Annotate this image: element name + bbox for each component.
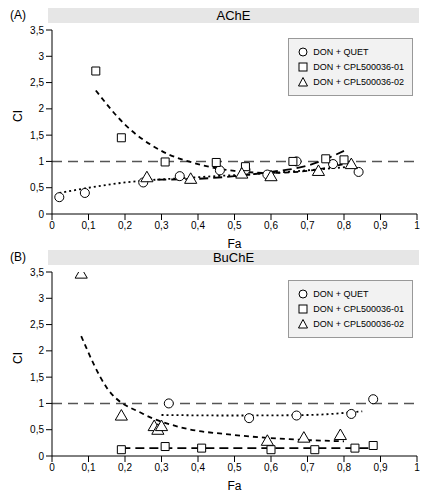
svg-text:0,5: 0,5 (228, 220, 242, 231)
svg-text:0: 0 (49, 462, 55, 473)
svg-text:3: 3 (38, 293, 44, 304)
svg-text:0: 0 (49, 220, 55, 231)
svg-text:2: 2 (38, 103, 44, 114)
html-text:DON + QUET: DON + QUET (313, 289, 369, 299)
svg-text:1: 1 (414, 462, 420, 473)
svg-text:0,5: 0,5 (30, 182, 44, 193)
svg-text:1,5: 1,5 (30, 372, 44, 383)
html-text:(A): (A) (10, 8, 26, 22)
html-text:DON + CPL500036-01: DON + CPL500036-01 (313, 304, 404, 314)
svg-text:3: 3 (38, 51, 44, 62)
svg-text:0: 0 (38, 209, 44, 220)
svg-text:2: 2 (38, 345, 44, 356)
svg-text:1: 1 (38, 156, 44, 167)
svg-text:0,2: 0,2 (118, 462, 132, 473)
html-text:DON + QUET: DON + QUET (313, 47, 369, 57)
svg-text:2,5: 2,5 (30, 77, 44, 88)
svg-text:0,8: 0,8 (337, 220, 351, 231)
svg-text:0,9: 0,9 (374, 462, 388, 473)
svg-text:1: 1 (38, 398, 44, 409)
svg-text:0,5: 0,5 (30, 424, 44, 435)
svg-text:0,4: 0,4 (191, 220, 205, 231)
svg-text:0,2: 0,2 (118, 220, 132, 231)
html-text:DON + CPL500036-02: DON + CPL500036-02 (313, 319, 404, 329)
svg-text:0,6: 0,6 (264, 462, 278, 473)
html-text:(B): (B) (10, 250, 26, 264)
svg-text:0,9: 0,9 (374, 220, 388, 231)
svg-text:0,1: 0,1 (82, 462, 96, 473)
svg-text:CI: CI (11, 110, 25, 122)
html-text:DON + CPL500036-02: DON + CPL500036-02 (313, 77, 404, 87)
svg-text:0,4: 0,4 (191, 462, 205, 473)
svg-text:CI: CI (11, 352, 25, 364)
svg-text:0,7: 0,7 (301, 220, 315, 231)
svg-text:0,1: 0,1 (82, 220, 96, 231)
html-text:DON + CPL500036-01: DON + CPL500036-01 (313, 62, 404, 72)
html-text:AChE: AChE (216, 8, 251, 23)
svg-text:0: 0 (38, 451, 44, 462)
svg-text:1: 1 (414, 220, 420, 231)
svg-text:2,5: 2,5 (30, 319, 44, 330)
svg-text:0,6: 0,6 (264, 220, 278, 231)
svg-text:0,3: 0,3 (155, 462, 169, 473)
svg-text:0,8: 0,8 (337, 462, 351, 473)
svg-text:0,5: 0,5 (228, 462, 242, 473)
html-text:BuChE: BuChE (212, 250, 255, 265)
svg-text:0,7: 0,7 (301, 462, 315, 473)
svg-text:3,5: 3,5 (30, 267, 44, 278)
svg-text:Fa: Fa (227, 237, 241, 250)
svg-text:0,3: 0,3 (155, 220, 169, 231)
svg-text:1,5: 1,5 (30, 130, 44, 141)
svg-text:3,5: 3,5 (30, 25, 44, 36)
svg-text:Fa: Fa (227, 479, 241, 492)
